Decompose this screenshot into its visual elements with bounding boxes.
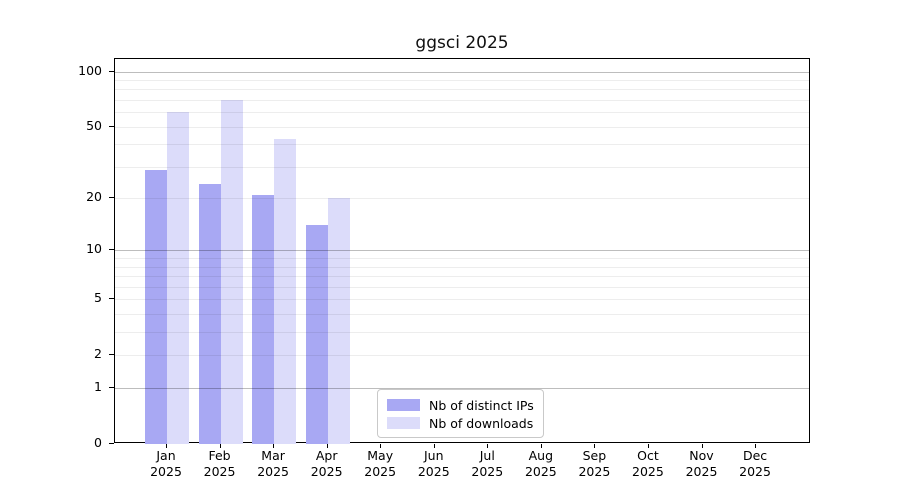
x-tick-mark-mar [273, 444, 275, 448]
gridline-major-10 [115, 250, 809, 252]
gridline-minor-7 [115, 276, 809, 278]
x-tick-label-dec: Dec 2025 [723, 448, 787, 480]
x-tick-mark-dec [755, 444, 757, 448]
x-tick-year-jul: 2025 [471, 464, 504, 479]
x-tick-mark-nov [701, 444, 703, 448]
legend: Nb of distinct IPs Nb of downloads [377, 389, 544, 438]
y-tick-mark-2 [109, 354, 114, 356]
legend-entry-downloads: Nb of downloads [387, 415, 534, 431]
gridline-major-1 [115, 388, 809, 390]
legend-label-downloads: Nb of downloads [429, 415, 534, 431]
gridline-minor-8 [115, 266, 809, 268]
y-tick-label-2: 2 [94, 346, 102, 362]
y-tick-label-20: 20 [86, 189, 102, 205]
x-tick-mark-sep [594, 444, 596, 448]
y-tick-label-10: 10 [86, 241, 102, 257]
gridline-minor-60 [115, 112, 809, 114]
bar-distinct-ips-apr [305, 225, 328, 444]
x-tick-mark-apr [326, 444, 328, 448]
bar-downloads-feb [220, 99, 243, 444]
x-tick-mark-jul [487, 444, 489, 448]
gridline-minor-5 [115, 299, 809, 301]
x-tick-mark-feb [219, 444, 221, 448]
x-tick-label-feb: Feb 2025 [188, 448, 252, 480]
bar-distinct-ips-mar [252, 194, 275, 444]
gridline-minor-80 [115, 89, 809, 91]
x-tick-label-apr: Apr 2025 [295, 448, 359, 480]
gridline-minor-3 [115, 332, 809, 334]
x-tick-label-jan: Jan 2025 [134, 448, 198, 480]
x-tick-mark-may [380, 444, 382, 448]
gridline-minor-9 [115, 258, 809, 260]
bar-distinct-ips-jan [145, 169, 167, 444]
x-tick-year-sep: 2025 [578, 464, 611, 479]
legend-swatch-distinct-ips [387, 399, 420, 411]
bar-downloads-mar [274, 138, 297, 444]
x-tick-year-apr: 2025 [310, 464, 343, 479]
x-tick-year-feb: 2025 [203, 464, 236, 479]
x-tick-year-jan: 2025 [150, 464, 182, 479]
gridline-minor-4 [115, 314, 809, 316]
gridline-minor-30 [115, 166, 809, 168]
y-tick-mark-1 [109, 387, 114, 389]
legend-label-distinct-ips: Nb of distinct IPs [429, 397, 534, 413]
x-tick-year-nov: 2025 [685, 464, 718, 479]
y-tick-label-5: 5 [94, 290, 102, 306]
y-tick-mark-100 [109, 70, 114, 72]
x-tick-mark-oct [647, 444, 649, 448]
x-tick-mark-aug [540, 444, 542, 448]
x-tick-label-sep: Sep 2025 [562, 448, 626, 480]
y-tick-label-0: 0 [94, 435, 102, 450]
gridline-minor-40 [115, 144, 809, 146]
y-tick-mark-50 [109, 125, 114, 127]
x-tick-label-oct: Oct 2025 [616, 448, 680, 480]
chart-title: ggsci 2025 [415, 33, 509, 53]
x-tick-label-aug: Aug 2025 [509, 448, 573, 480]
gridline-minor-70 [115, 99, 809, 101]
y-tick-label-100: 100 [78, 62, 102, 78]
y-tick-mark-0 [109, 443, 114, 444]
x-tick-label-jun: Jun 2025 [402, 448, 466, 480]
plot-area [114, 58, 810, 444]
x-tick-year-aug: 2025 [524, 464, 557, 479]
x-tick-label-jul: Jul 2025 [455, 448, 519, 480]
legend-swatch-downloads [387, 417, 420, 429]
gridline-minor-90 [115, 79, 809, 81]
bar-downloads-jan [167, 112, 189, 444]
gridline-minor-2 [115, 355, 809, 357]
x-tick-label-may: May 2025 [348, 448, 412, 480]
bar-downloads-apr [327, 198, 350, 444]
x-tick-year-dec: 2025 [739, 464, 771, 479]
x-tick-label-mar: Mar 2025 [241, 448, 305, 480]
y-tick-mark-20 [109, 197, 114, 199]
gridline-major-100 [115, 71, 809, 73]
x-tick-mark-jun [433, 444, 435, 448]
gridline-minor-6 [115, 286, 809, 288]
x-tick-label-nov: Nov 2025 [670, 448, 734, 480]
y-tick-label-1: 1 [94, 379, 102, 395]
x-tick-year-mar: 2025 [257, 464, 289, 479]
gridline-minor-20 [115, 198, 809, 200]
y-tick-mark-10 [109, 249, 114, 251]
gridline-minor-50 [115, 126, 809, 128]
y-tick-label-50: 50 [86, 117, 102, 133]
bar-distinct-ips-feb [198, 184, 221, 444]
x-tick-mark-jan [166, 444, 167, 448]
y-tick-mark-5 [109, 298, 114, 300]
legend-entry-distinct-ips: Nb of distinct IPs [387, 397, 534, 413]
x-tick-year-may: 2025 [364, 464, 397, 479]
x-tick-year-jun: 2025 [417, 464, 450, 479]
x-tick-year-oct: 2025 [632, 464, 664, 479]
